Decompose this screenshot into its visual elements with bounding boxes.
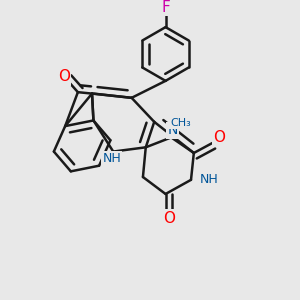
Text: O: O bbox=[58, 69, 70, 84]
Text: NH: NH bbox=[200, 173, 218, 186]
Text: CH₃: CH₃ bbox=[170, 118, 190, 128]
Text: F: F bbox=[161, 0, 170, 15]
Text: N: N bbox=[167, 123, 178, 137]
Text: O: O bbox=[213, 130, 225, 145]
Text: NH: NH bbox=[102, 152, 121, 165]
Text: O: O bbox=[163, 211, 175, 226]
